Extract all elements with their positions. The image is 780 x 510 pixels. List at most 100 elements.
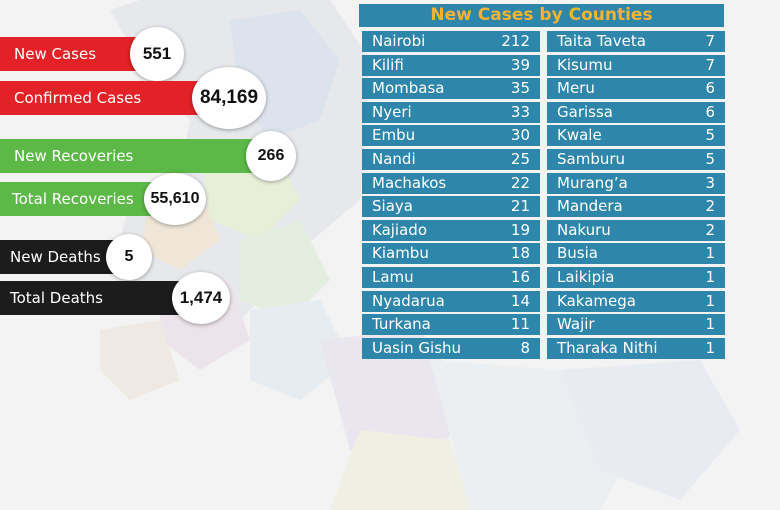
county-name: Meru <box>557 79 595 97</box>
county-row: Kisumu 7 <box>547 55 725 76</box>
county-name: Lamu <box>372 268 414 286</box>
county-cases: 7 <box>705 32 715 50</box>
county-name: Kajiado <box>372 221 427 239</box>
county-cases: 1 <box>705 339 715 357</box>
county-cases: 5 <box>705 126 715 144</box>
county-name: Uasin Gishu <box>372 339 462 357</box>
county-name: Mombasa <box>372 79 445 97</box>
county-name: Nyeri <box>372 103 412 121</box>
stat-value: 1,474 <box>172 272 230 324</box>
county-row: Kiambu 18 <box>362 243 540 264</box>
map-region <box>240 220 330 320</box>
county-name: Mandera <box>557 197 623 215</box>
county-name: Taita Taveta <box>557 32 646 50</box>
map-region <box>250 300 350 400</box>
county-cases: 212 <box>501 32 530 50</box>
county-row: Lamu 16 <box>362 267 540 288</box>
county-row: Mombasa 35 <box>362 78 540 99</box>
county-row: Nyeri 33 <box>362 102 540 123</box>
county-name: Machakos <box>372 174 447 192</box>
stat-label: New Recoveries <box>0 139 266 173</box>
stat-value: 551 <box>130 27 184 81</box>
county-row: Kakamega 1 <box>547 291 725 312</box>
county-name: Kakamega <box>557 292 636 310</box>
county-cases: 39 <box>510 56 530 74</box>
county-name: Nakuru <box>557 221 611 239</box>
county-name: Garissa <box>557 103 613 121</box>
county-cases: 11 <box>510 315 530 333</box>
county-name: Samburu <box>557 150 626 168</box>
county-name: Siaya <box>372 197 413 215</box>
county-row: Meru 6 <box>547 78 725 99</box>
stat-label: Total Deaths <box>0 281 186 315</box>
county-row: Busia 1 <box>547 243 725 264</box>
stat-label: New Deaths <box>0 240 124 274</box>
county-cases: 25 <box>510 150 530 168</box>
stat-value: 266 <box>246 131 296 181</box>
county-cases: 2 <box>705 197 715 215</box>
county-row: Machakos 22 <box>362 173 540 194</box>
stat-value: 84,169 <box>192 67 266 129</box>
county-name: Kilifi <box>372 56 404 74</box>
county-row: Turkana 11 <box>362 314 540 335</box>
county-cases: 2 <box>705 221 715 239</box>
county-row: Kajiado 19 <box>362 220 540 241</box>
county-row: Samburu 5 <box>547 149 725 170</box>
stat-label: Confirmed Cases <box>0 81 212 115</box>
county-cases: 33 <box>510 103 530 121</box>
map-region <box>330 430 470 510</box>
county-cases: 3 <box>705 174 715 192</box>
county-row: Kilifi 39 <box>362 55 540 76</box>
county-row: Laikipia 1 <box>547 267 725 288</box>
county-row: Tharaka Nithi 1 <box>547 338 725 359</box>
county-cases: 21 <box>510 197 530 215</box>
county-row: Nandi 25 <box>362 149 540 170</box>
county-cases: 5 <box>705 150 715 168</box>
county-cases: 1 <box>705 315 715 333</box>
county-row: Siaya 21 <box>362 196 540 217</box>
county-name: Kisumu <box>557 56 613 74</box>
county-cases: 19 <box>510 221 530 239</box>
county-cases: 18 <box>510 244 530 262</box>
county-cases: 14 <box>510 292 530 310</box>
county-name: Laikipia <box>557 268 615 286</box>
county-name: Wajir <box>557 315 595 333</box>
county-cases: 1 <box>705 292 715 310</box>
county-name: Nandi <box>372 150 416 168</box>
stat-label: Total Recoveries <box>0 182 160 216</box>
county-cases: 1 <box>705 244 715 262</box>
county-row: Mandera 2 <box>547 196 725 217</box>
county-name: Tharaka Nithi <box>557 339 658 357</box>
county-row: Wajir 1 <box>547 314 725 335</box>
county-name: Busia <box>557 244 598 262</box>
stat-value: 5 <box>106 234 152 280</box>
county-cases: 7 <box>705 56 715 74</box>
stat-value: 55,610 <box>144 173 206 225</box>
county-name: Kiambu <box>372 244 429 262</box>
map-region <box>100 320 180 400</box>
county-cases: 1 <box>705 268 715 286</box>
county-name: Embu <box>372 126 416 144</box>
county-row: Murang’a 3 <box>547 173 725 194</box>
county-row: Uasin Gishu 8 <box>362 338 540 359</box>
county-name: Kwale <box>557 126 602 144</box>
county-cases: 35 <box>510 79 530 97</box>
county-row: Embu 30 <box>362 125 540 146</box>
county-row: Nairobi 212 <box>362 31 540 52</box>
county-row: Garissa 6 <box>547 102 725 123</box>
county-cases: 8 <box>520 339 530 357</box>
stat-label: New Cases <box>0 37 150 71</box>
county-row: Taita Taveta 7 <box>547 31 725 52</box>
county-row: Nakuru 2 <box>547 220 725 241</box>
county-cases: 30 <box>510 126 530 144</box>
county-name: Turkana <box>372 315 431 333</box>
county-row: Nyadarua 14 <box>362 291 540 312</box>
county-cases: 6 <box>705 103 715 121</box>
county-cases: 6 <box>705 79 715 97</box>
county-name: Nairobi <box>372 32 426 50</box>
county-cases: 16 <box>510 268 530 286</box>
county-cases: 22 <box>510 174 530 192</box>
table-title: New Cases by Counties <box>359 4 724 27</box>
county-name: Murang’a <box>557 174 628 192</box>
map-region <box>560 360 740 500</box>
